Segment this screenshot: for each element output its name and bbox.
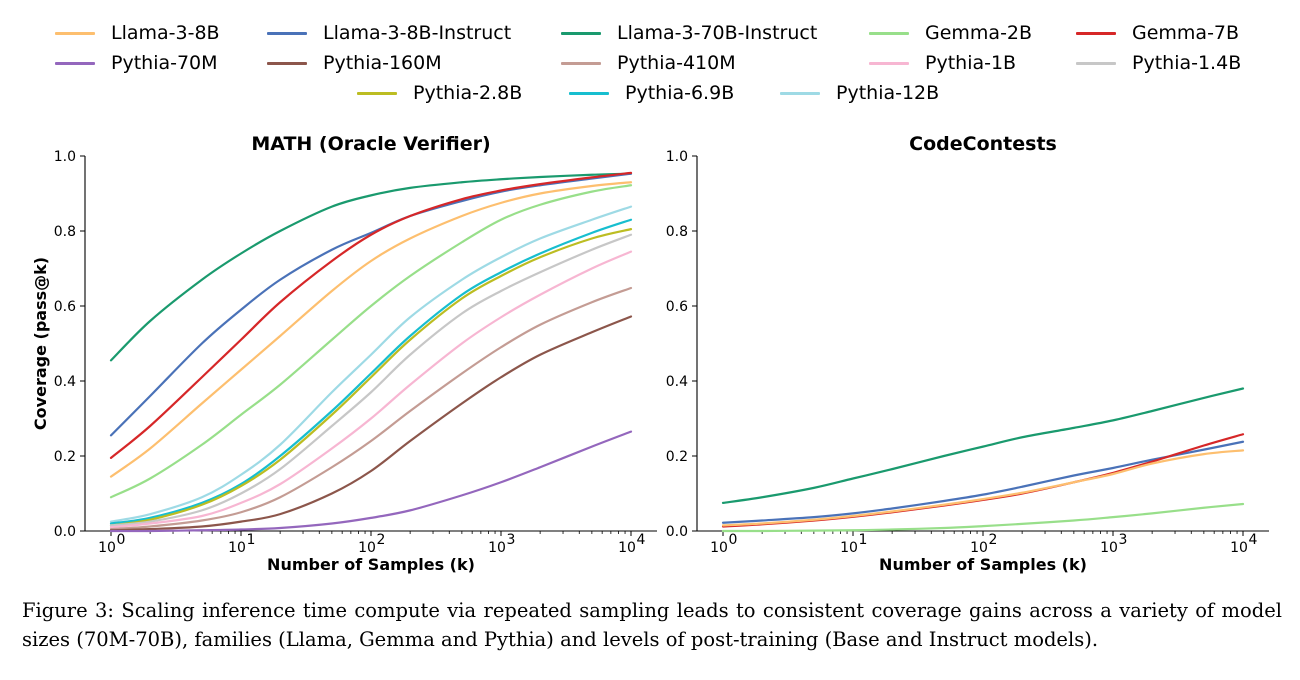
legend-label: Gemma-7B <box>1132 22 1240 44</box>
y-tick-label: 0.6 <box>54 299 76 315</box>
x-tick-exponent: 2 <box>989 532 998 548</box>
legend-label: Pythia-1.4B <box>1132 52 1242 74</box>
y-tick-label: 0.0 <box>54 524 76 540</box>
legend-item-pythia-12b: Pythia-12B <box>780 82 939 104</box>
x-axis-label: Number of Samples (k) <box>879 555 1087 574</box>
legend-swatch <box>869 31 909 35</box>
legend-item-pythia-1b: Pythia-1B <box>869 52 1016 74</box>
legend-label: Pythia-2.8B <box>413 82 523 104</box>
legend-label: Pythia-1B <box>925 52 1017 74</box>
legend-swatch <box>561 31 601 35</box>
chart-panel-codecontests: 0.00.20.40.60.81.010 0 10 1 10 2 10 3 10 4CodeCon… <box>666 133 1269 574</box>
legend-item-llama-3-8b: Llama-3-8B <box>55 22 220 44</box>
x-tick-exponent: 4 <box>1249 532 1258 548</box>
x-axis-label: Number of Samples (k) <box>267 555 475 574</box>
x-tick-label: 10 <box>618 540 636 556</box>
legend-label: Llama-3-8B <box>111 22 220 44</box>
legend-item-pythia-410m: Pythia-410M <box>561 52 736 74</box>
series-line-pythia-410m <box>109 286 633 531</box>
series-line-pythia-160m <box>109 315 633 532</box>
x-tick-exponent: 0 <box>117 532 126 548</box>
series-line-llama-3-8b-instruct <box>109 172 633 437</box>
y-tick-label: 0.8 <box>54 224 76 240</box>
legend-label: Pythia-160M <box>323 52 442 74</box>
legend-label: Pythia-6.9B <box>625 82 735 104</box>
legend-swatch <box>869 61 909 65</box>
legend-item-gemma-2b: Gemma-2B <box>869 22 1032 44</box>
y-tick-label: 1.0 <box>54 149 76 165</box>
x-tick-label: 10 <box>970 540 988 556</box>
legend-item-pythia-6-9b: Pythia-6.9B <box>569 82 734 104</box>
y-axis-label: Coverage (pass@k) <box>31 257 50 430</box>
x-tick-exponent: 4 <box>637 532 646 548</box>
legend-label: Llama-3-70B-Instruct <box>617 22 818 44</box>
series-line-gemma-2b <box>109 184 633 499</box>
x-tick-label: 10 <box>358 540 376 556</box>
legend-swatch <box>561 61 601 65</box>
legend-label: Gemma-2B <box>925 22 1033 44</box>
legend-item-llama-3-8b-instruct: Llama-3-8B-Instruct <box>267 22 511 44</box>
series-line-llama-3-70b-instruct <box>721 387 1245 504</box>
x-tick-label: 10 <box>488 540 506 556</box>
x-tick-label: 10 <box>1100 540 1118 556</box>
x-tick-label: 10 <box>840 540 858 556</box>
series-line-pythia-12b <box>109 205 633 523</box>
series-line-pythia-70m <box>109 430 633 533</box>
x-tick-exponent: 1 <box>247 532 256 548</box>
legend-label: Pythia-70M <box>111 52 218 74</box>
x-tick-exponent: 3 <box>507 532 516 548</box>
y-tick-label: 0.6 <box>666 299 688 315</box>
legend-swatch <box>55 61 95 65</box>
legend-item-pythia-2-8b: Pythia-2.8B <box>357 82 522 104</box>
x-tick-label: 10 <box>710 540 728 556</box>
y-tick-label: 0.2 <box>54 449 76 465</box>
series-line-llama-3-8b <box>109 181 633 478</box>
x-tick-exponent: 2 <box>377 532 386 548</box>
legend-swatch <box>1076 31 1116 35</box>
series-line-llama-3-70b-instruct <box>109 172 633 362</box>
legend-label: Pythia-410M <box>617 52 736 74</box>
legend-item-llama-3-70b-instruct: Llama-3-70B-Instruct <box>561 22 817 44</box>
chart-title: CodeContests <box>909 133 1057 155</box>
x-tick-exponent: 3 <box>1119 532 1128 548</box>
x-tick-label: 10 <box>1230 540 1248 556</box>
legend-item-pythia-160m: Pythia-160M <box>267 52 442 74</box>
series-line-llama-3-8b <box>721 449 1245 527</box>
y-tick-label: 0.2 <box>666 449 688 465</box>
y-tick-label: 0.0 <box>666 524 688 540</box>
legend-item-pythia-1-4b: Pythia-1.4B <box>1076 52 1241 74</box>
x-tick-label: 10 <box>98 540 116 556</box>
x-tick-label: 10 <box>228 540 246 556</box>
legend-label: Llama-3-8B-Instruct <box>323 22 512 44</box>
series-line-pythia-6-9b <box>109 218 633 525</box>
legend-swatch <box>569 91 609 95</box>
series-line-gemma-2b <box>721 502 1245 533</box>
series-line-llama-3-8b-instruct <box>721 440 1245 524</box>
y-tick-label: 0.8 <box>666 224 688 240</box>
series-line-pythia-1b <box>109 250 633 529</box>
chart-title: MATH (Oracle Verifier) <box>251 133 490 155</box>
y-tick-label: 0.4 <box>54 374 76 390</box>
legend-label: Pythia-12B <box>836 82 940 104</box>
y-tick-label: 0.4 <box>666 374 688 390</box>
series-line-pythia-2-8b <box>109 228 633 527</box>
x-tick-exponent: 1 <box>859 532 868 548</box>
legend-swatch <box>357 91 397 95</box>
legend-swatch <box>267 31 307 35</box>
legend-swatch <box>780 91 820 95</box>
legend-swatch <box>267 61 307 65</box>
series-line-pythia-1-4b <box>109 233 633 527</box>
legend-item-gemma-7b: Gemma-7B <box>1076 22 1239 44</box>
x-tick-exponent: 0 <box>729 532 738 548</box>
series-line-gemma-7b <box>109 171 633 459</box>
legend-item-pythia-70m: Pythia-70M <box>55 52 218 74</box>
figure-caption: Figure 3: Scaling inference time compute… <box>22 599 1282 651</box>
legend-swatch <box>55 31 95 35</box>
y-tick-label: 1.0 <box>666 149 688 165</box>
legend-swatch <box>1076 61 1116 65</box>
